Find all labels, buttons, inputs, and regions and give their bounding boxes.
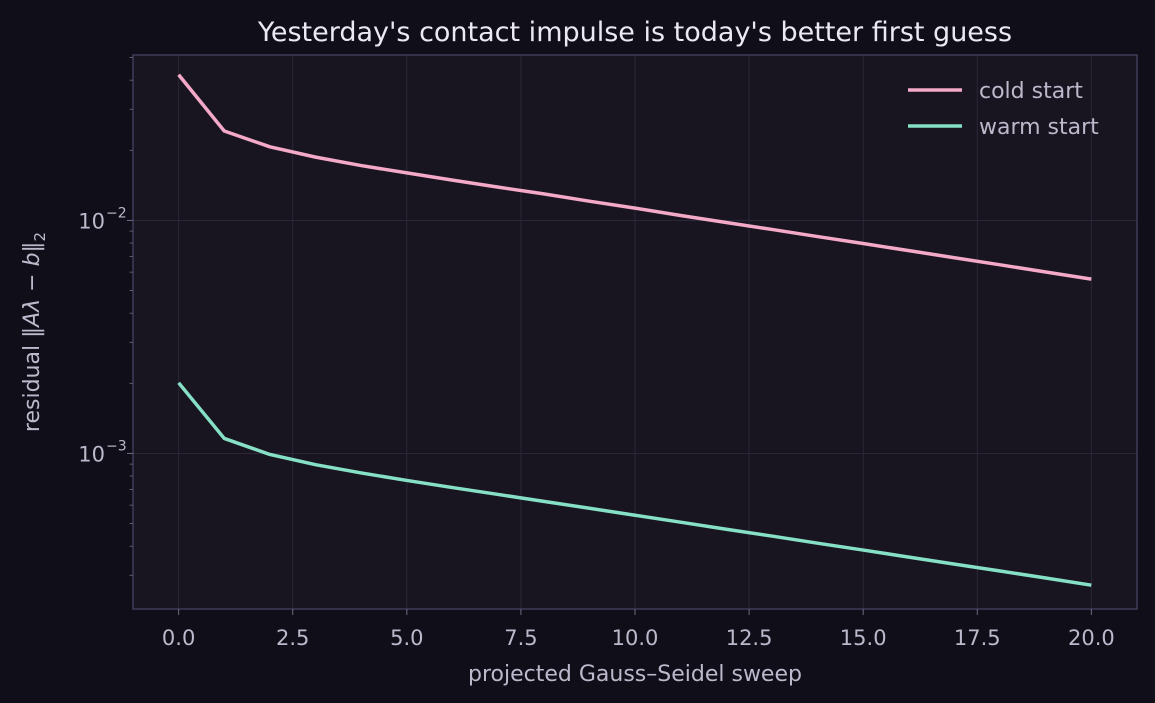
y-axis-label-subscript: 2	[31, 232, 49, 242]
y-tick-exponent: −2	[106, 205, 127, 221]
legend-label: warm start	[979, 115, 1099, 140]
y-tick-label: 10	[78, 442, 105, 466]
y-axis: 10−210−3	[78, 57, 133, 576]
grid	[133, 55, 1137, 609]
x-tick-label: 12.5	[726, 626, 773, 650]
y-axis-label-norm-close: ‖	[20, 241, 45, 252]
x-axis-label: projected Gauss–Seidel sweep	[468, 662, 802, 687]
x-axis: 0.0 2.5 5.0 7.5 10.0 12.5 15.0 17.5 20.0	[162, 609, 1115, 650]
x-tick-label: 15.0	[840, 626, 887, 650]
y-axis-label-expr: Aλ − b	[20, 252, 45, 328]
x-tick-label: 7.5	[504, 626, 537, 650]
y-tick-base: 10	[78, 209, 105, 233]
x-tick-label: 5.0	[390, 626, 423, 650]
x-tick-label: 17.5	[954, 626, 1001, 650]
x-tick-label: 0.0	[162, 626, 195, 650]
y-tick-base: 10	[78, 442, 105, 466]
legend: cold start warm start	[908, 79, 1099, 140]
series-line-warm-start	[177, 381, 1092, 587]
x-tick-label: 10.0	[612, 626, 659, 650]
y-tick-exponent: −3	[106, 438, 127, 454]
series-layer	[177, 73, 1092, 587]
chart-title: Yesterday's contact impulse is today's b…	[257, 17, 1012, 48]
series-line-cold-start	[177, 73, 1092, 281]
x-tick-label: 20.0	[1068, 626, 1115, 650]
y-axis-label-prefix: residual	[20, 338, 45, 432]
y-axis-label: residual ‖Aλ − b‖2	[20, 232, 49, 432]
x-tick-label: 2.5	[276, 626, 309, 650]
y-tick-label: 10	[78, 209, 105, 233]
legend-label: cold start	[979, 79, 1083, 104]
y-axis-label-norm-open: ‖	[20, 327, 45, 338]
